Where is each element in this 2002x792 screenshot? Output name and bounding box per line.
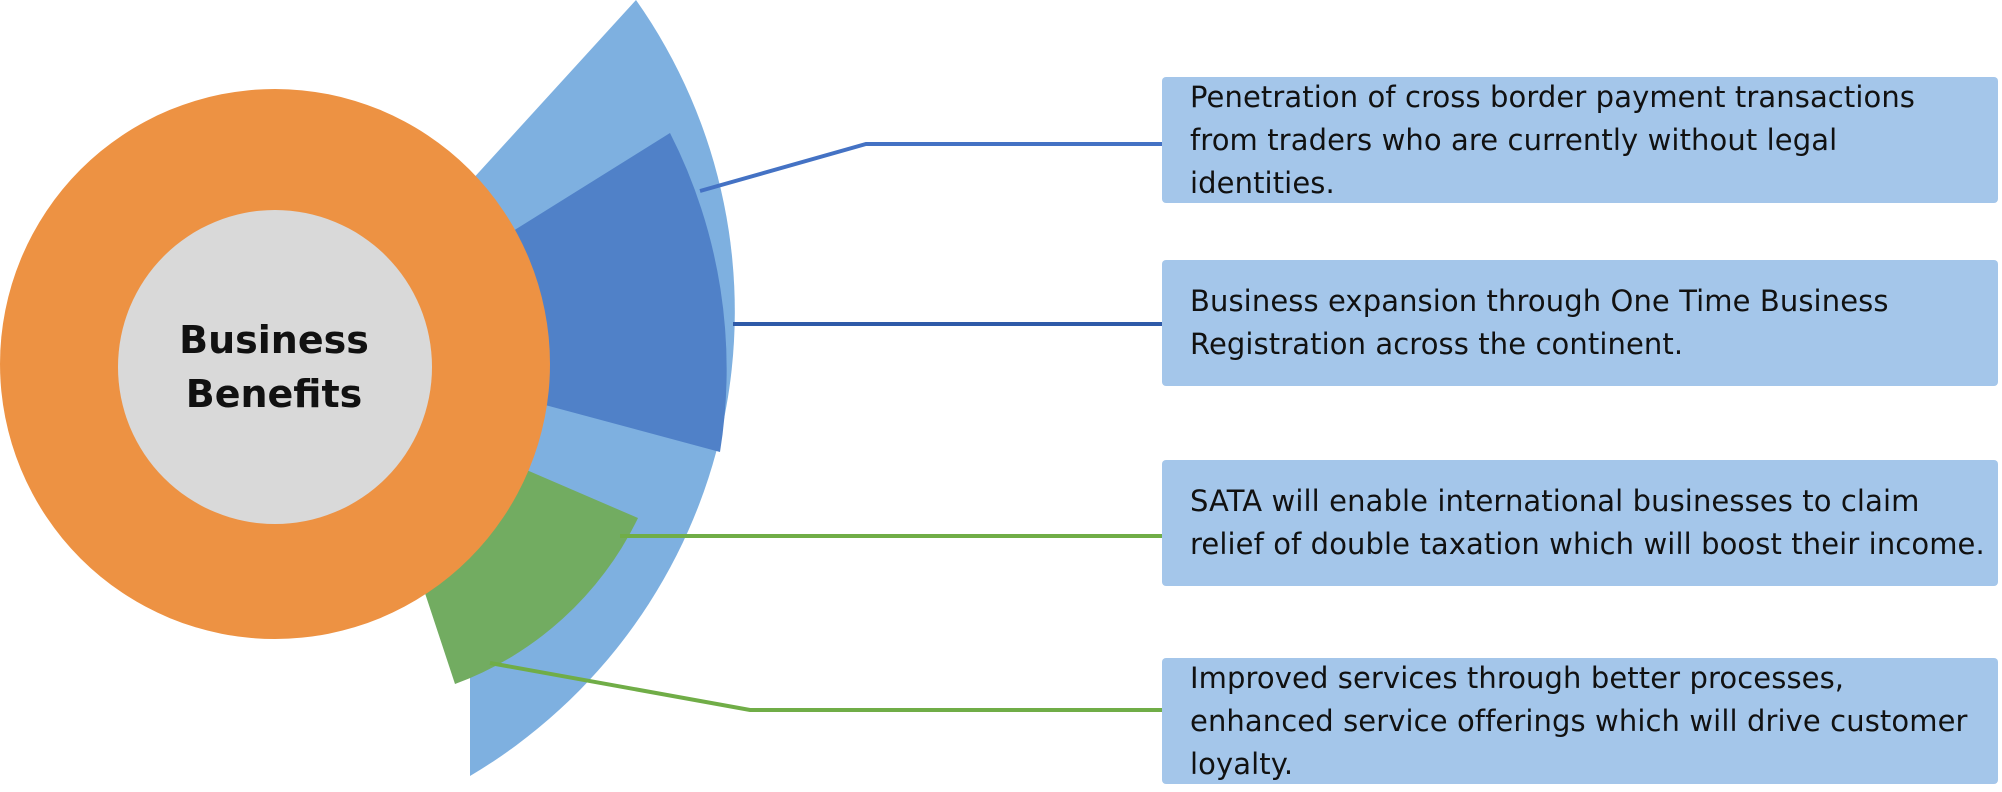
benefit-box-1: Penetration of cross border payment tran… [1162,77,1998,203]
benefit-box-2: Business expansion through One Time Busi… [1162,260,1998,386]
benefit-text-3: SATA will enable international businesse… [1190,484,1985,561]
connector-line-4 [489,661,1162,712]
blue-sector-shape [505,133,727,452]
benefit-text-1: Penetration of cross border payment tran… [1190,79,1916,200]
benefit-text-4: Improved services through better process… [1190,660,1968,781]
inner-circle [118,210,432,524]
center-title-line-1: Business [179,318,369,362]
benefit-box-3: SATA will enable international businesse… [1162,460,1998,586]
benefit-box-4: Improved services through better process… [1162,658,1998,784]
connector-line-1 [699,142,1162,193]
benefit-text-2: Business expansion through One Time Busi… [1190,284,1889,361]
center-title: Business Benefits [118,312,430,422]
center-title-line-2: Benefits [185,372,363,416]
